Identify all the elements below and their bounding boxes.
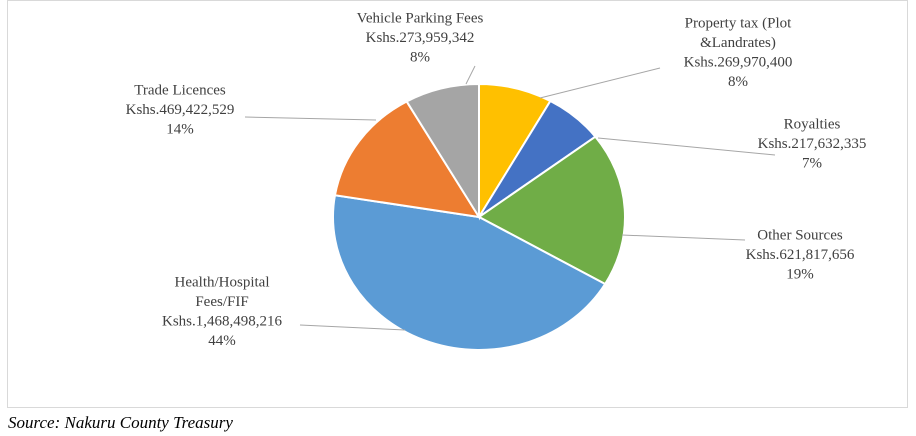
percent-label: 14% [166, 121, 194, 137]
slice-label: Property tax (Plot [685, 15, 792, 31]
leader-line [539, 67, 661, 99]
slice-label: &Landrates) [700, 35, 776, 51]
value-label: Kshs.621,817,656 [746, 247, 855, 263]
pie-slice [477, 135, 626, 286]
percent-label: 44% [208, 333, 236, 349]
pie-slice [405, 82, 480, 221]
leader-line [299, 324, 406, 331]
source-note: Source: Nakuru County Treasury [8, 413, 233, 432]
slice-label: Health/Hospital [175, 274, 270, 290]
percent-label: 8% [410, 49, 430, 65]
value-label: Kshs.269,970,400 [684, 54, 793, 70]
value-label: Kshs.469,422,529 [126, 102, 235, 118]
leader-line [597, 137, 776, 156]
value-label: Kshs.217,632,335 [758, 136, 867, 152]
percent-label: 19% [786, 266, 814, 282]
percent-label: 7% [802, 155, 822, 171]
slice-label: Fees/FIF [195, 294, 248, 310]
slice-label: Trade Licences [134, 82, 226, 98]
slice-label: Other Sources [757, 227, 843, 243]
pie-slice [333, 100, 482, 219]
leader-line [621, 234, 746, 241]
slice-label: Royalties [784, 116, 841, 132]
value-label: Kshs.273,959,342 [366, 30, 475, 46]
slice-label: Vehicle Parking Fees [357, 10, 484, 26]
percent-label: 8% [728, 74, 748, 90]
leader-line [244, 116, 377, 121]
leader-line [465, 65, 476, 85]
value-label: Kshs.1,468,498,216 [162, 313, 283, 329]
pie-slice [332, 194, 607, 351]
